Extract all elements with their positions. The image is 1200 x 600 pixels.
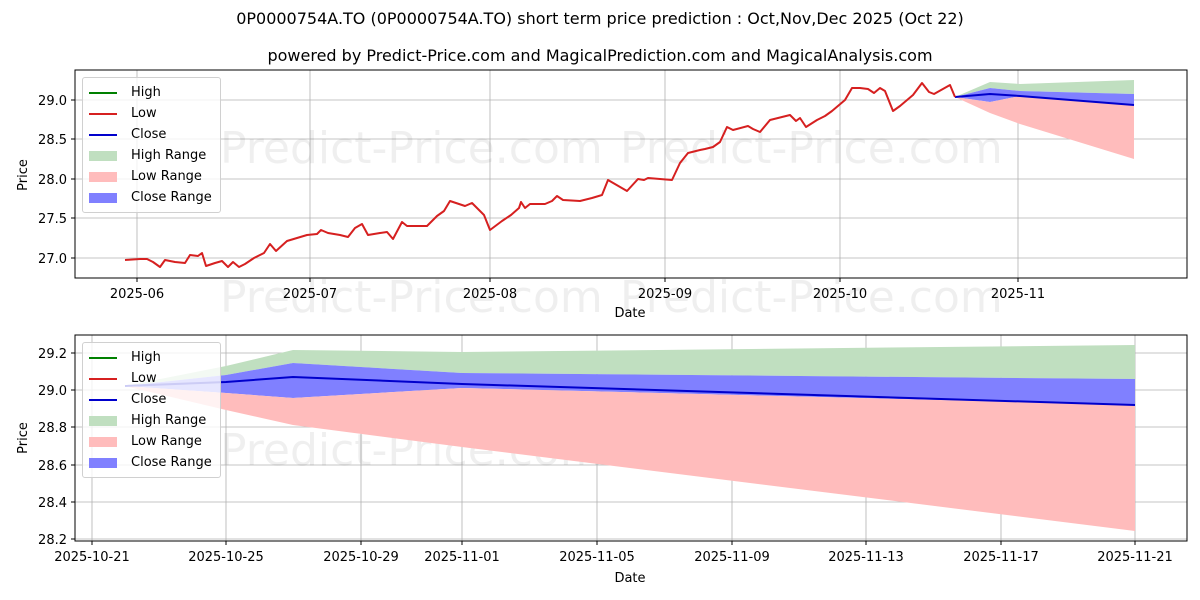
legend-item-low: Low [89,103,212,124]
x-tick-label: 2025-08 [463,287,517,302]
top-axes-frame [74,69,1188,279]
legend-item-high: High [89,82,212,103]
watermark: Predict-Price.com [620,123,1003,174]
bottom-plot: Predict-Price.com Predict-Price.com [16,334,1188,586]
top-low-range [955,96,1134,159]
legend-item-close: Close [89,124,212,145]
line-swatch-icon [89,398,117,401]
top-high-range [955,80,1134,97]
legend-label: Low Range [131,434,202,449]
legend-label: Close [131,127,167,142]
line-swatch-icon [89,377,117,380]
line-swatch-icon [89,133,117,136]
top-plot: Predict-Price.com Predict-Price.com Pred… [16,69,1188,323]
bottom-high-range [125,345,1135,386]
legend-label: Close Range [131,190,212,205]
x-tick-label: 2025-11-21 [1097,550,1173,565]
top-y-axis-label: Price [16,159,31,191]
x-tick-label: 2025-10-21 [54,550,130,565]
top-y-tick-labels: 27.0 27.5 28.0 28.5 29.0 [38,94,67,267]
legend-item-close: Close [89,389,212,410]
top-close-forecast-line [954,92,1135,106]
x-tick-label: 2025-11 [991,287,1045,302]
bottom-x-axis-label: Date [614,571,645,586]
legend-label: Close [131,392,167,407]
y-tick-label: 29.0 [38,94,67,109]
legend-label: Low Range [131,169,202,184]
bottom-ticks [71,352,1136,545]
top-x-tick-labels: 2025-06 2025-07 2025-08 2025-09 2025-10 … [110,287,1045,302]
legend-item-high: High [89,347,212,368]
legend-label: High Range [131,148,207,163]
watermark: Predict-Price.com [220,272,603,323]
x-tick-label: 2025-10-25 [188,550,264,565]
bottom-low-range [125,386,1135,531]
patch-swatch-icon [89,150,117,161]
y-tick-label: 29.2 [38,347,67,362]
legend-label: Close Range [131,455,212,470]
legend-item-low-range: Low Range [89,166,212,187]
legend-label: High [131,85,161,100]
x-tick-label: 2025-11-01 [424,550,500,565]
patch-swatch-icon [89,171,117,182]
top-legend: High Low Close High Range Low Range Clos… [82,77,221,213]
chart-title: 0P0000754A.TO (0P0000754A.TO) short term… [236,9,964,28]
legend-item-high-range: High Range [89,410,212,431]
line-swatch-icon [89,356,117,359]
legend-label: Low [131,106,157,121]
x-tick-label: 2025-11-13 [828,550,904,565]
line-swatch-icon [89,112,117,115]
legend-label: Low [131,371,157,386]
bottom-x-tick-labels: 2025-10-21 2025-10-25 2025-10-29 2025-11… [54,550,1173,565]
bottom-y-tick-labels: 28.2 28.4 28.6 28.8 29.0 29.2 [38,347,67,548]
y-tick-label: 28.4 [38,496,67,511]
bottom-axes-frame [74,334,1188,542]
x-tick-label: 2025-11-09 [694,550,770,565]
top-grid [75,70,1187,278]
bottom-y-axis-label: Price [16,422,31,454]
patch-swatch-icon [89,415,117,426]
top-x-ticks [71,99,1019,282]
chart-subtitle: powered by Predict-Price.com and Magical… [267,46,933,65]
x-tick-label: 2025-06 [110,287,164,302]
x-tick-label: 2025-07 [283,287,337,302]
bottom-legend: High Low Close High Range Low Range Clos… [82,342,221,478]
legend-item-close-range: Close Range [89,452,212,473]
legend-label: High Range [131,413,207,428]
legend-item-low: Low [89,368,212,389]
legend-item-high-range: High Range [89,145,212,166]
patch-swatch-icon [89,436,117,447]
y-tick-label: 28.0 [38,173,67,188]
x-tick-label: 2025-10 [813,287,867,302]
y-tick-label: 29.0 [38,384,67,399]
x-tick-label: 2025-11-17 [963,550,1039,565]
x-tick-label: 2025-09 [638,287,692,302]
top-x-axis-label: Date [614,306,645,321]
y-tick-label: 27.5 [38,212,67,227]
patch-swatch-icon [89,192,117,203]
watermark: Predict-Price.com [220,123,603,174]
y-tick-label: 27.0 [38,252,67,267]
patch-swatch-icon [89,457,117,468]
y-tick-label: 28.8 [38,421,67,436]
x-tick-label: 2025-10-29 [323,550,399,565]
legend-label: High [131,350,161,365]
y-tick-label: 28.5 [38,133,67,148]
x-tick-label: 2025-11-05 [559,550,635,565]
legend-item-close-range: Close Range [89,187,212,208]
y-tick-label: 28.6 [38,459,67,474]
line-swatch-icon [89,91,117,94]
watermark: Predict-Price.com [620,272,1003,323]
y-tick-label: 28.2 [38,533,67,548]
legend-item-low-range: Low Range [89,431,212,452]
top-low-line [124,82,956,268]
bottom-close-range [125,363,1135,405]
